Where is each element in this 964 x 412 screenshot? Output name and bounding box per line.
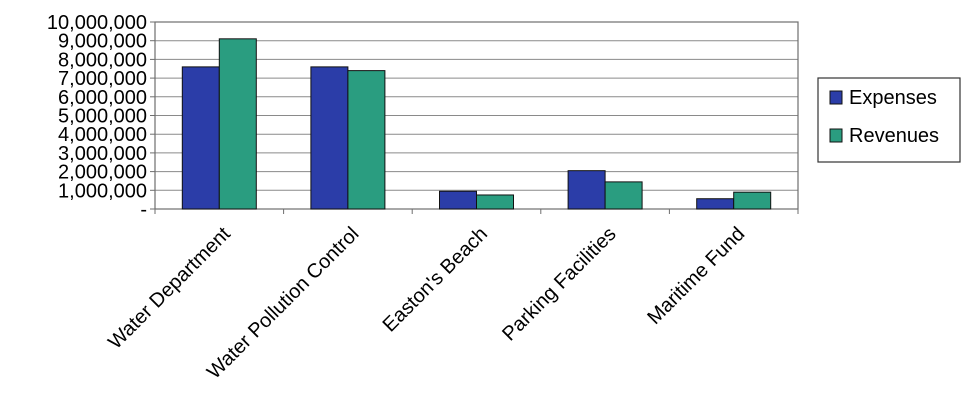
y-tick-label: 8,000,000 [58, 49, 147, 71]
legend: Expenses Revenues [817, 77, 961, 163]
y-tick-label: 7,000,000 [58, 68, 147, 90]
y-tick-label: - [140, 199, 147, 221]
legend-swatch-revenues [829, 128, 843, 143]
y-tick-label: 9,000,000 [58, 31, 147, 53]
y-tick-label: 2,000,000 [58, 162, 147, 184]
bar-expenses-0 [181, 66, 220, 210]
x-tick-label: Parking Facilities [498, 223, 620, 345]
bar-expenses-3 [567, 170, 606, 210]
bar-revenues-4 [733, 191, 772, 210]
bar-revenues-0 [218, 38, 257, 210]
x-tick-label: Water Pollution Control [203, 223, 363, 383]
x-tick-label: Easton's Beach [379, 223, 492, 336]
y-tick-label: 10,000,000 [47, 12, 147, 34]
x-tick-label: Water Department [104, 223, 235, 354]
x-tick-label: Maritime Fund [643, 223, 749, 329]
y-tick-label: 1,000,000 [58, 180, 147, 202]
bar-expenses-2 [439, 190, 477, 210]
gridlines [155, 40, 798, 191]
bar-expenses-4 [696, 198, 735, 210]
y-tick-label: 4,000,000 [58, 124, 147, 146]
y-tick-label: 5,000,000 [58, 106, 147, 128]
bar-revenues-1 [347, 70, 386, 210]
bar-revenues-3 [604, 181, 643, 210]
y-axis: -1,000,0002,000,0003,000,0004,000,0005,0… [47, 12, 155, 221]
legend-label-expenses: Expenses [849, 87, 937, 109]
y-tick-label: 6,000,000 [58, 87, 147, 109]
legend-label-revenues: Revenues [849, 125, 939, 147]
legend-swatch-expenses [829, 90, 843, 105]
y-tick-label: 3,000,000 [58, 143, 147, 165]
bars [181, 38, 772, 210]
bar-expenses-1 [310, 66, 349, 210]
bar-revenues-2 [476, 194, 514, 210]
